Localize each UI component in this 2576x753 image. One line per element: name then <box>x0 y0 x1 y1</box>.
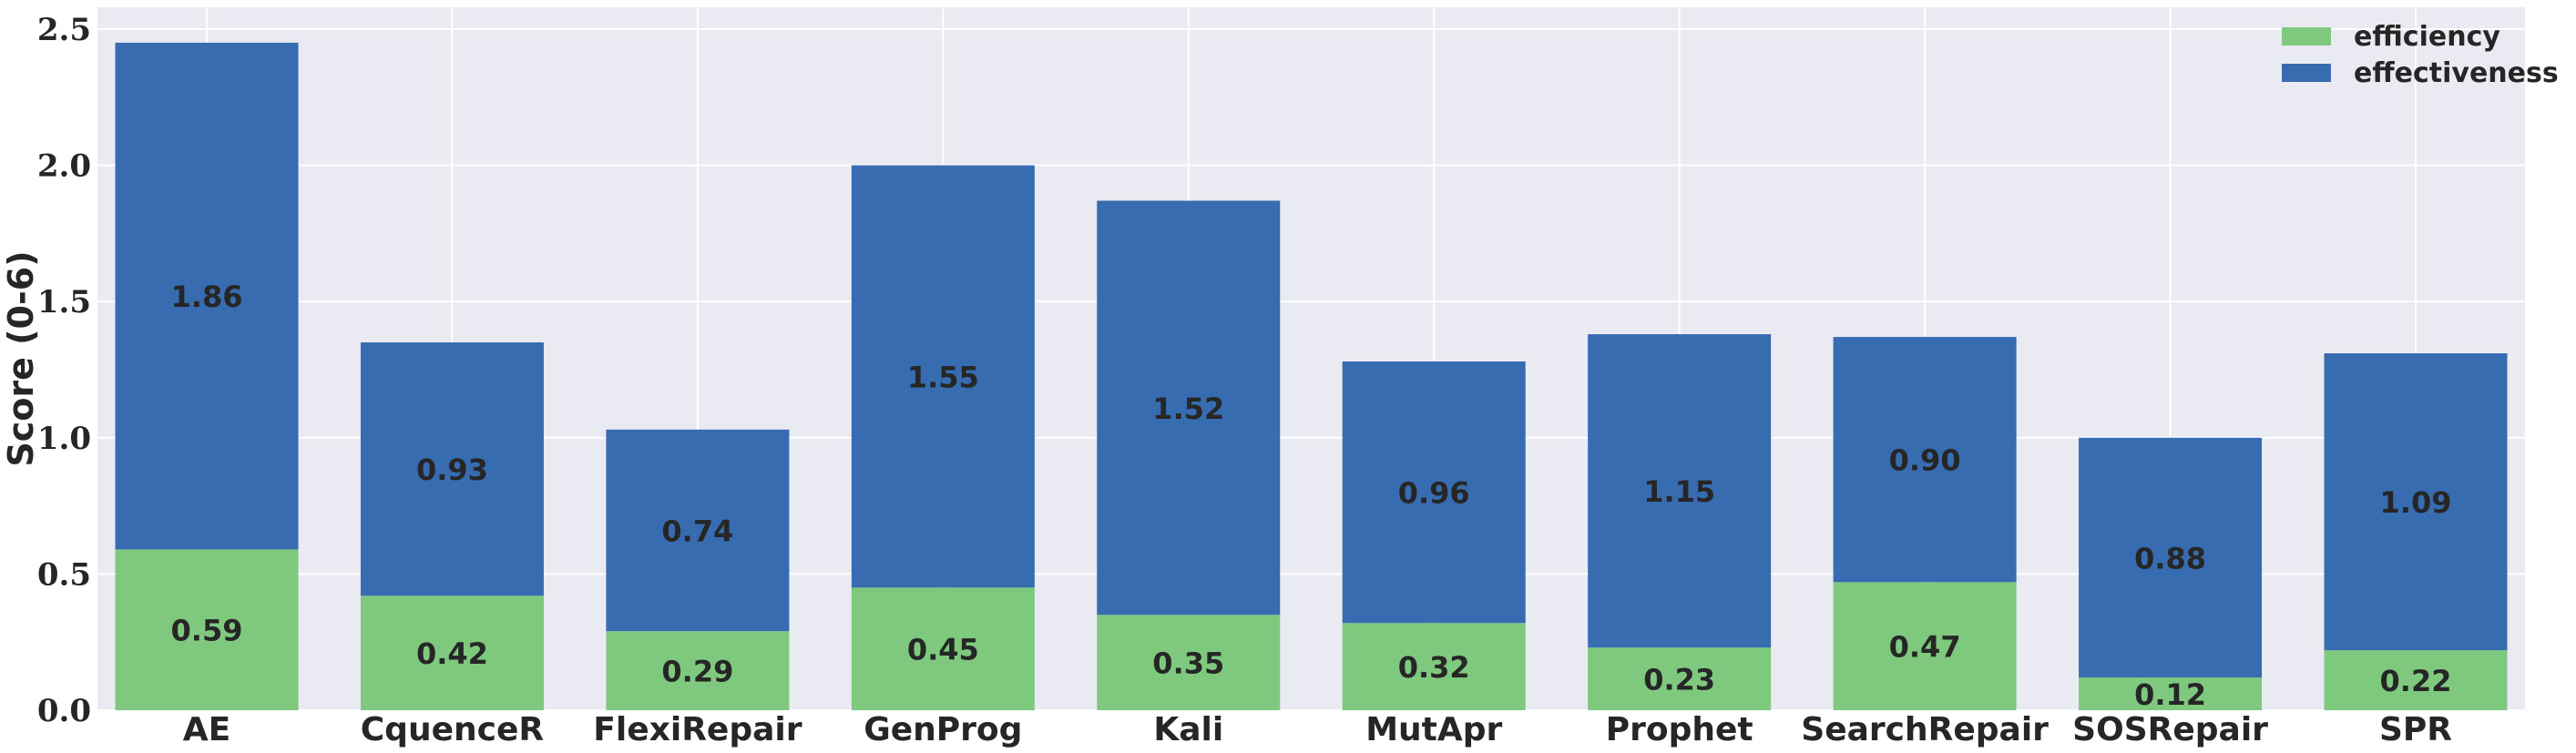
bar-effectiveness-GenProg <box>851 165 1035 588</box>
bar-effectiveness-AE <box>115 42 299 550</box>
bar-efficiency-GenProg <box>851 587 1035 710</box>
y-axis-tick-labels: 0.0 0.5 1.0 1.5 2.0 2.5 <box>37 12 91 729</box>
y-axis-label: Score (0-6) <box>1 250 41 466</box>
bar-effectiveness-SPR <box>2324 353 2508 651</box>
x-tick-label-FlexiRepair: FlexiRepair <box>593 711 802 748</box>
x-axis-tick-labels: AE CquenceR FlexiRepair GenProg Kali MutApr Pr… <box>183 711 2452 748</box>
bar-efficiency-MutApr <box>1342 623 1526 710</box>
legend-swatch-efficiency <box>2282 27 2331 46</box>
bar-effectiveness-Prophet <box>1588 334 1772 648</box>
bar-label-efficiency-Kali: 0.35 <box>1152 646 1224 681</box>
bar-efficiency-Kali <box>1097 615 1281 710</box>
legend-label-effectiveness: effectiveness <box>2354 57 2559 89</box>
bar-label-effectiveness-SOSRepair: 0.88 <box>2134 541 2206 575</box>
legend-label-efficiency: efficiency <box>2354 21 2500 53</box>
legend: efficiency effectiveness <box>2282 21 2559 89</box>
bar-label-efficiency-SearchRepair: 0.47 <box>1889 630 1961 665</box>
x-tick-label-CquenceR: CquenceR <box>361 711 544 748</box>
legend-swatch-effectiveness <box>2282 64 2331 82</box>
bar-efficiency-AE <box>115 549 299 710</box>
bar-label-effectiveness-AE: 1.86 <box>171 280 243 314</box>
bar-effectiveness-SOSRepair <box>2079 437 2263 678</box>
bar-label-effectiveness-GenProg: 1.55 <box>907 360 979 394</box>
bar-value-labels: 0.59 0.42 0.29 0.45 0.35 0.32 0.23 0.47 0.12 0.22… <box>171 280 2452 712</box>
x-tick-label-MutApr: MutApr <box>1365 711 1502 748</box>
bar-effectiveness-MutApr <box>1342 361 1526 624</box>
bar-label-effectiveness-Kali: 1.52 <box>1152 392 1224 426</box>
bar-efficiency-FlexiRepair <box>606 631 790 710</box>
bar-efficiency-CquenceR <box>360 595 544 710</box>
bar-label-efficiency-MutApr: 0.32 <box>1398 650 1470 685</box>
bar-efficiency-SPR <box>2324 650 2508 710</box>
y-tick-label-5: 2.5 <box>37 12 91 48</box>
bar-effectiveness-Kali <box>1097 200 1281 616</box>
y-tick-label-2: 1.0 <box>37 421 91 457</box>
x-tick-label-GenProg: GenProg <box>864 711 1022 748</box>
bar-label-effectiveness-CquenceR: 0.93 <box>416 453 488 487</box>
y-tick-label-3: 1.5 <box>37 284 91 321</box>
bar-label-efficiency-CquenceR: 0.42 <box>416 636 488 671</box>
bar-label-efficiency-SPR: 0.22 <box>2380 664 2452 698</box>
bar-effectiveness-CquenceR <box>360 342 544 596</box>
bar-effectiveness-FlexiRepair <box>606 429 790 632</box>
x-tick-label-Kali: Kali <box>1153 711 1223 748</box>
bar-label-effectiveness-FlexiRepair: 0.74 <box>661 514 733 549</box>
bar-label-effectiveness-SearchRepair: 0.90 <box>1889 443 1961 478</box>
bar-efficiency-SearchRepair <box>1833 582 2017 710</box>
bars <box>115 42 2508 710</box>
bar-label-effectiveness-Prophet: 1.15 <box>1643 474 1715 509</box>
x-tick-label-SPR: SPR <box>2379 711 2452 748</box>
bar-label-efficiency-AE: 0.59 <box>171 614 243 648</box>
x-tick-label-SOSRepair: SOSRepair <box>2072 711 2268 748</box>
x-tick-label-Prophet: Prophet <box>1606 711 1753 748</box>
bar-label-efficiency-Prophet: 0.23 <box>1643 663 1715 697</box>
bar-effectiveness-SearchRepair <box>1833 337 2017 583</box>
bar-label-efficiency-FlexiRepair: 0.29 <box>661 655 733 689</box>
bar-label-efficiency-GenProg: 0.45 <box>907 633 979 667</box>
bar-efficiency-Prophet <box>1588 647 1772 710</box>
y-tick-label-1: 0.5 <box>37 556 91 593</box>
bar-label-effectiveness-MutApr: 0.96 <box>1398 476 1470 511</box>
y-tick-label-4: 2.0 <box>37 148 91 185</box>
bar-efficiency-SOSRepair <box>2079 677 2263 710</box>
x-tick-label-SearchRepair: SearchRepair <box>1801 711 2049 748</box>
bar-label-effectiveness-SPR: 1.09 <box>2380 485 2452 520</box>
x-tick-label-AE: AE <box>183 711 230 748</box>
bar-label-efficiency-SOSRepair: 0.12 <box>2134 677 2206 712</box>
y-tick-label-0: 0.0 <box>37 693 91 729</box>
